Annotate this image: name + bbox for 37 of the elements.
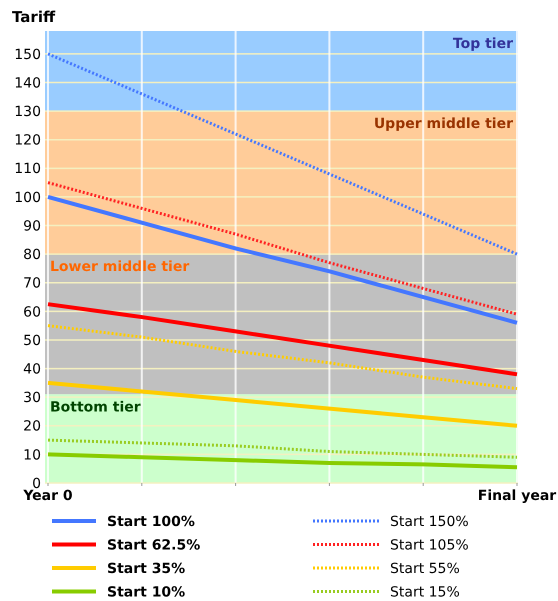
legend-label: Start 55%: [390, 560, 460, 577]
band-label: Upper middle tier: [374, 116, 514, 132]
y-tick-label: 30: [23, 390, 41, 406]
line-series: [46, 324, 518, 390]
y-tick-label: 90: [23, 218, 41, 234]
band-label: Bottom tier: [50, 399, 141, 416]
legend-label: Start 150%: [390, 514, 469, 530]
y-tick-label: 50: [23, 332, 41, 349]
legend-label: Start 15%: [390, 584, 460, 600]
y-tick-label: 70: [23, 276, 41, 292]
y-tick-label: 130: [14, 104, 41, 120]
line-series: [46, 181, 518, 316]
line-series: [46, 452, 519, 470]
legend-label: Start 100%: [107, 514, 195, 530]
legend-label: Start 35%: [107, 560, 186, 577]
line-series: [46, 302, 519, 376]
y-tick-label: 110: [14, 161, 41, 178]
line-series: [46, 380, 519, 428]
y-tick-label: 20: [23, 418, 41, 435]
x-tick-label: Final year: [478, 488, 556, 504]
line-series: [46, 52, 518, 256]
y-tick-label: 80: [23, 247, 41, 264]
y-tick-label: 140: [14, 75, 41, 92]
band-label: Top tier: [452, 36, 514, 52]
y-tick-label: 100: [14, 190, 41, 206]
y-tick-label: 150: [14, 46, 41, 63]
y-tick-label: 40: [23, 361, 41, 378]
legend-label: Start 105%: [390, 537, 469, 554]
y-axis-title: Tariff: [12, 8, 56, 26]
legend-label: Start 10%: [107, 584, 186, 600]
band-label: Lower middle tier: [50, 259, 190, 276]
legend-label: Start 62.5%: [107, 537, 200, 554]
line-series: [46, 438, 518, 459]
y-tick-label: 10: [23, 447, 41, 464]
line-series: [46, 194, 519, 325]
y-tick-label: 120: [14, 132, 41, 149]
y-tick-label: 60: [23, 304, 41, 320]
